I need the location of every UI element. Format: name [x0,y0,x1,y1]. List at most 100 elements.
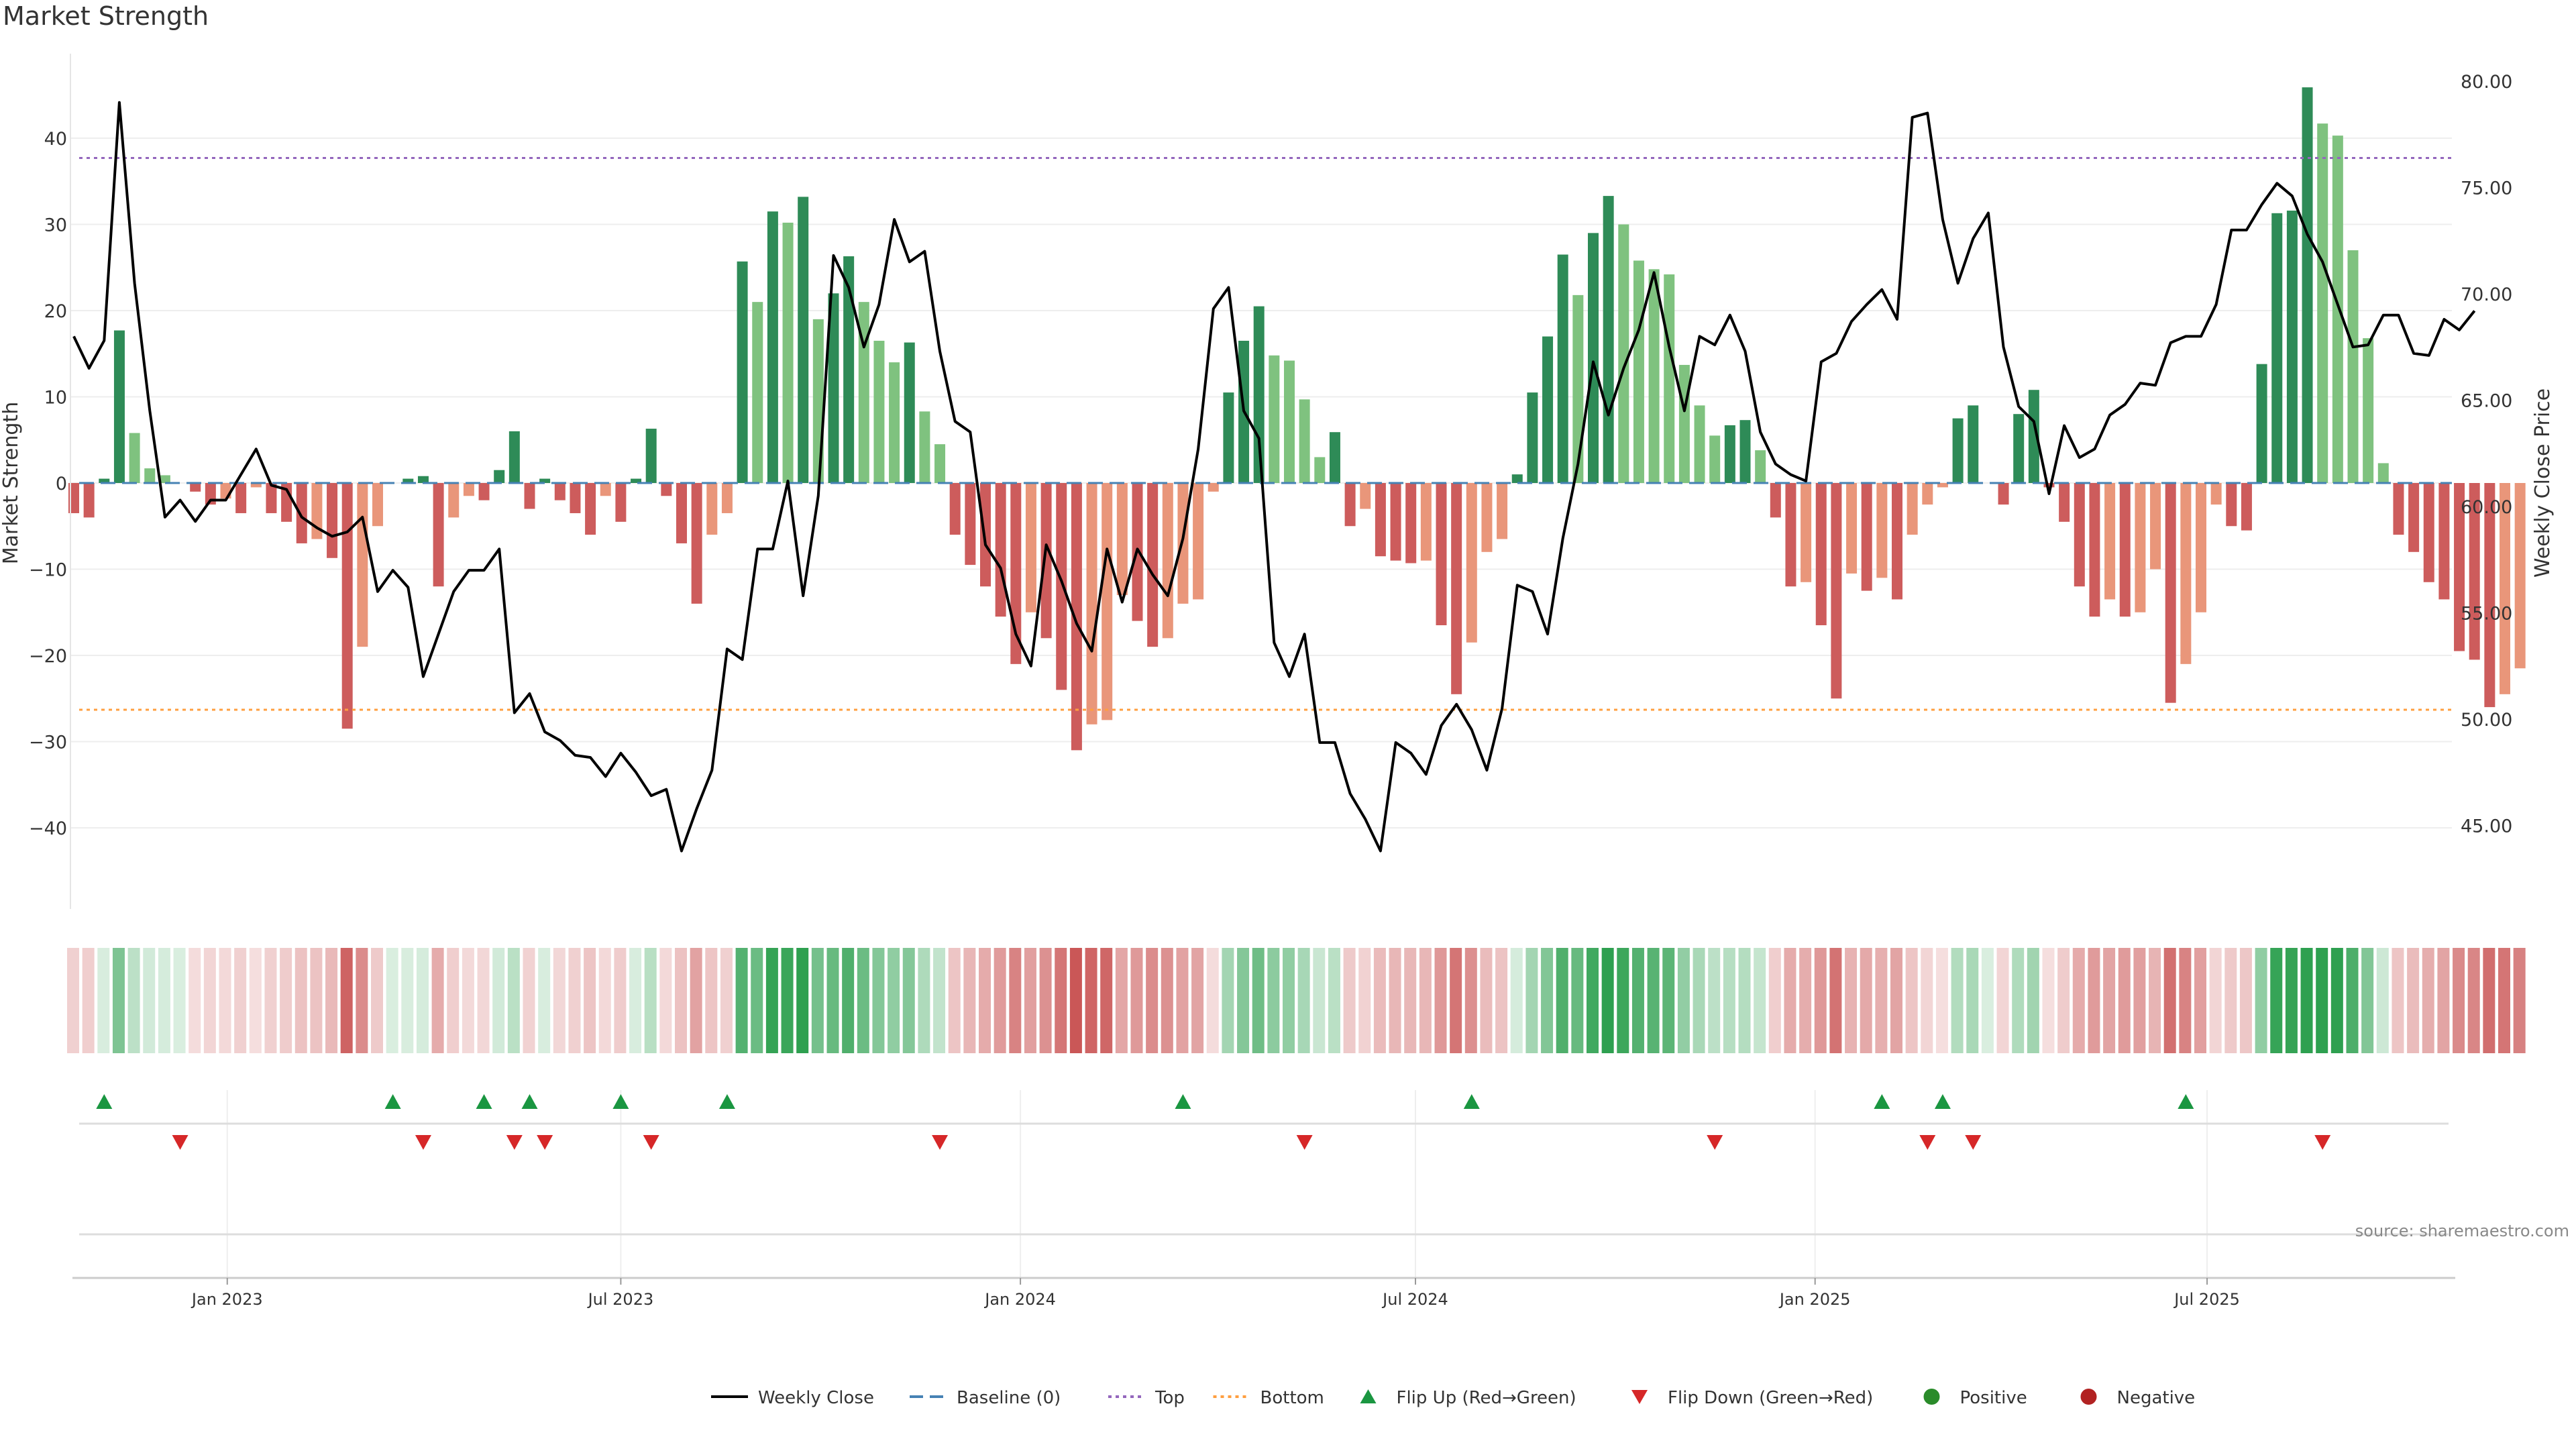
heat-cell [1480,948,1493,1053]
strength-bar [99,478,110,483]
heat-cell [629,948,642,1053]
strength-bar [873,340,885,483]
strength-bar [1116,483,1128,596]
heat-cell [371,948,383,1053]
weekly-close-line [72,101,2476,853]
heat-cell [872,948,885,1053]
strength-bar [1739,420,1751,483]
legend-label: Positive [1960,1388,2027,1408]
strength-bar [2028,390,2039,483]
heat-cell [948,948,961,1053]
strength-bar [1527,392,1538,483]
heat-cell [1115,948,1128,1053]
heat-cell [447,948,460,1053]
legend-swatch-tri-up [1360,1389,1377,1403]
strength-bar [83,483,95,518]
strength-bar [706,483,718,535]
y2-tick-label: 70.00 [2461,284,2512,305]
strength-bar [266,483,277,513]
heat-cell [1571,948,1584,1053]
x-tick-label: Jul 2025 [2173,1290,2240,1309]
heat-cell [219,948,231,1053]
strength-bar [843,256,855,483]
heat-cell [826,948,839,1053]
heat-cell [97,948,110,1053]
heat-cell [1464,948,1477,1053]
heat-cell [1587,948,1599,1053]
heat-cell [1875,948,1888,1053]
strength-bar [995,483,1006,617]
y2-tick-label: 55.00 [2461,604,2512,625]
strength-bar [494,470,505,483]
heat-cell [675,948,687,1053]
heat-cell [2103,948,2116,1053]
strength-bar [478,483,490,500]
strength-bar [1208,483,1219,492]
heat-cell [1450,948,1462,1053]
strength-bar [2196,483,2206,612]
strength-bar [631,478,642,483]
heat-cell [112,948,125,1053]
flip-up-marker [2178,1094,2194,1109]
heat-cell [1845,948,1858,1053]
heat-cell [477,948,490,1053]
strength-bar [949,483,961,535]
flip-down-marker [1919,1135,1936,1150]
flip-down-marker [537,1135,553,1150]
strength-bar [539,478,551,483]
strength-bar [2226,483,2237,527]
strength-bar [904,342,915,483]
heat-cell [1631,948,1644,1053]
strength-bar [341,483,353,729]
strength-bar [615,483,627,522]
heat-cell [568,948,581,1053]
heat-cell [2361,948,2374,1053]
strength-bar [463,483,474,496]
legend-label: Negative [2117,1388,2196,1408]
heat-cell [2239,948,2252,1053]
heat-cell [1966,948,1979,1053]
strength-bar [2500,483,2510,694]
heat-cell [492,948,505,1053]
strength-bar [889,362,900,483]
flip-up-marker [1175,1094,1191,1109]
strength-bar [1785,483,1796,587]
heat-cell [1130,948,1143,1053]
strength-bar [1025,483,1036,612]
strength-bar [2377,463,2389,483]
heat-cell [1252,948,1265,1053]
heat-cell [1784,948,1796,1053]
y-tick-label: 10 [44,388,67,409]
y2-tick-label: 45.00 [2461,816,2512,837]
heat-cell [2467,948,2480,1053]
heat-cell [264,948,277,1053]
heat-cell [1009,948,1022,1053]
strength-bar [1572,294,1584,483]
legend-swatch-negative [2080,1389,2097,1405]
x-tick-label: Jul 2023 [587,1290,654,1309]
strength-bar [1451,483,1462,694]
strength-bar [585,483,596,535]
strength-bar [1770,483,1781,518]
strength-bar [2393,483,2404,535]
heat-cell [143,948,156,1053]
flip-down-marker [172,1135,189,1150]
heat-cell [2330,948,2343,1053]
heat-cell [280,948,292,1053]
heat-cell [2483,948,2496,1053]
heat-cell [1419,948,1432,1053]
strength-bar [1314,457,1326,483]
flip-down-marker [1707,1135,1723,1150]
heat-cell [523,948,535,1053]
strength-bars [68,87,2526,751]
heat-cell [2209,948,2222,1053]
strength-bar [508,431,520,483]
heat-cell [234,948,247,1053]
strength-bar [1040,483,1052,639]
heat-cell [294,948,307,1053]
strength-bar [1223,392,1234,483]
heat-cell [1146,948,1159,1053]
strength-bar [1861,483,1872,591]
strength-bar [2286,210,2298,483]
strength-bar [2271,213,2283,483]
